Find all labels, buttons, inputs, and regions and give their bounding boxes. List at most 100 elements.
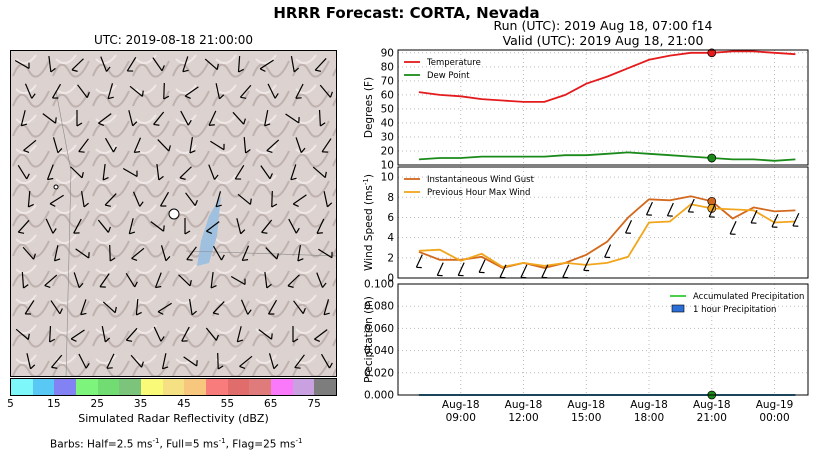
- wind-barb: [293, 300, 306, 314]
- barb-staff: [21, 271, 25, 289]
- barb-staff: [125, 273, 136, 288]
- wind-barb: [264, 271, 272, 289]
- barb-flag: [213, 312, 219, 315]
- wind-barb: [70, 329, 85, 342]
- barb-flag: [127, 70, 134, 72]
- barb-staff: [70, 166, 83, 179]
- barb-flag: [47, 177, 54, 181]
- wind-barb: [153, 326, 165, 342]
- barb-flag: [196, 360, 198, 367]
- barb-flag: [217, 365, 224, 370]
- barb-flag: [163, 95, 170, 100]
- y-tick-label: 30: [381, 131, 394, 143]
- wind-barb: [625, 220, 633, 234]
- barb-staff: [48, 55, 52, 73]
- barb-staff: [24, 300, 35, 315]
- wind-barb: [106, 353, 115, 369]
- x-tick-label: 09:00: [446, 412, 476, 424]
- barb-staff: [22, 246, 35, 260]
- barb-flag: [104, 337, 111, 343]
- barb-flag: [297, 258, 304, 262]
- location-dot: [53, 184, 59, 190]
- colorbar-swatch: [54, 379, 77, 395]
- x-tick-label: Aug-18: [630, 399, 668, 411]
- run-valid-header: Run (UTC): 2019 Aug 18, 07:00 f14 Valid …: [398, 18, 808, 48]
- barb-flag: [273, 364, 279, 370]
- chart-panel: 0 2 4 6 8 10 Wind Speed (ms-1) Instantaneous Wi…: [362, 166, 809, 285]
- wind-barb: [44, 274, 58, 288]
- barb-flag: [51, 366, 58, 369]
- wind-barb: [239, 84, 252, 99]
- wind-barb: [295, 83, 304, 99]
- wind-barb: [436, 262, 444, 277]
- barb-staff: [316, 218, 325, 234]
- barb-staff: [230, 275, 246, 286]
- barb-staff: [49, 194, 64, 205]
- barb-flag: [242, 259, 249, 262]
- barb-flag: [44, 285, 51, 288]
- wind-barb: [73, 218, 82, 234]
- legend-label: 1 hour Precipitation: [693, 305, 776, 315]
- barb-staff: [215, 83, 221, 99]
- y-tick-label: 0: [387, 273, 394, 285]
- wind-barb: [49, 325, 56, 343]
- barb-staff: [126, 57, 137, 72]
- wind-barb: [107, 83, 114, 100]
- barb-staff: [186, 246, 197, 260]
- wind-barb: [604, 244, 612, 259]
- barb-flag: [179, 177, 186, 180]
- wind-barb: [70, 166, 84, 179]
- barb-flag: [85, 362, 90, 369]
- barb-flag: [295, 227, 300, 234]
- wind-barb: [157, 139, 171, 152]
- boundary-line: [185, 250, 336, 257]
- barb-flag: [239, 365, 246, 369]
- wind-barb: [71, 58, 84, 72]
- barb-flag: [240, 229, 246, 235]
- wind-barb: [687, 198, 695, 213]
- wind-barb: [239, 355, 253, 369]
- barb-staff: [52, 137, 59, 153]
- barb-flag: [479, 271, 485, 274]
- barb-flag: [215, 334, 219, 341]
- wind-barb: [157, 302, 172, 315]
- barb-flag: [136, 311, 142, 316]
- barb-flag: [266, 150, 273, 153]
- barb-flag: [54, 258, 61, 262]
- barb-flag: [134, 281, 138, 288]
- barb-staff: [287, 274, 300, 287]
- wind-barb: [99, 273, 110, 288]
- barb-flag: [141, 90, 144, 97]
- barb-flag: [220, 254, 225, 261]
- barb-flag: [157, 311, 164, 315]
- wind-barb: [52, 137, 63, 154]
- wind-barb: [46, 164, 54, 181]
- wind-barb: [154, 272, 162, 289]
- colorbar-swatch: [119, 379, 142, 395]
- barb-staff: [290, 56, 295, 72]
- wind-barb: [708, 203, 716, 218]
- barb-staff: [499, 264, 507, 278]
- barb-flag: [155, 285, 162, 289]
- barb-staff: [316, 272, 324, 288]
- legend-label: Temperature: [426, 58, 481, 68]
- barb-staff: [204, 58, 218, 71]
- barb-flag: [293, 203, 299, 207]
- barb-staff: [314, 58, 327, 71]
- barb-staff: [687, 198, 695, 213]
- barb-staff: [436, 262, 444, 276]
- wind-barb: [132, 191, 144, 207]
- y-tick-label: 0.000: [364, 390, 394, 402]
- panel-frame: [397, 166, 809, 279]
- barb-staff: [205, 327, 217, 341]
- wind-barb: [287, 274, 300, 288]
- barb-staff: [208, 110, 217, 126]
- barb-staff: [288, 218, 297, 234]
- barb-staff: [237, 55, 241, 73]
- y-tick-label: 40: [381, 117, 394, 129]
- wind-barb: [321, 138, 332, 153]
- barb-flag: [751, 222, 757, 224]
- wind-barb: [520, 264, 528, 279]
- barb-staff: [160, 245, 167, 261]
- barb-staff: [258, 329, 272, 340]
